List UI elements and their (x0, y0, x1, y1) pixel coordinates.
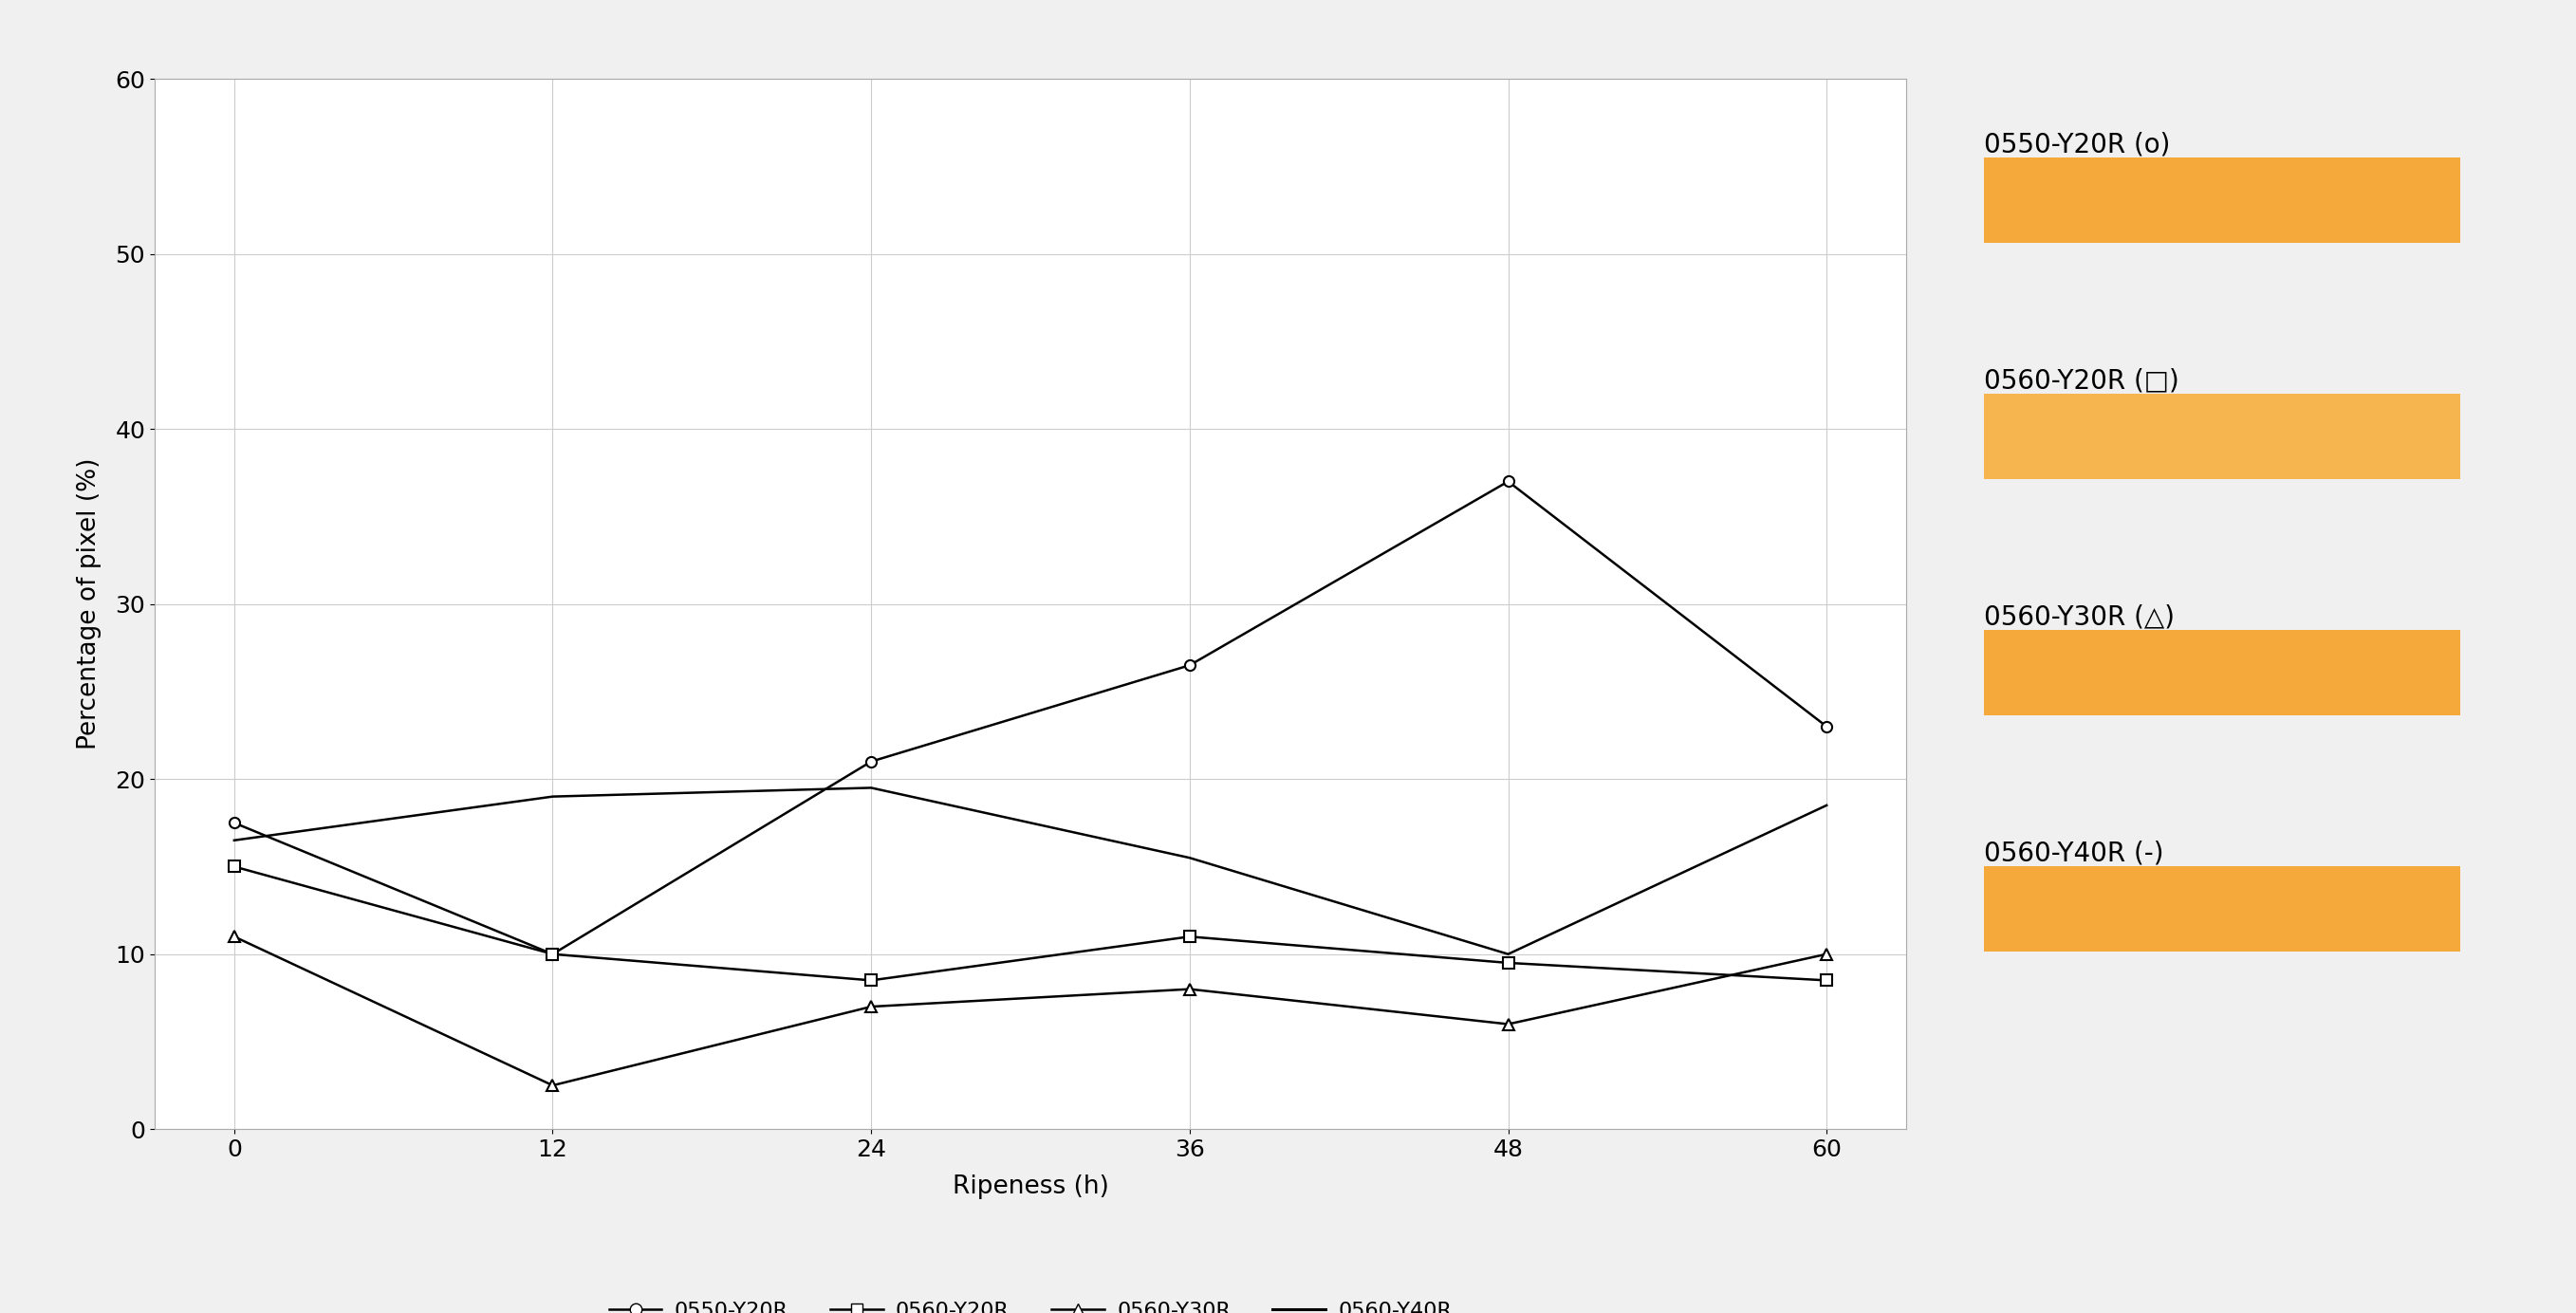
Text: 0560-Y30R (△): 0560-Y30R (△) (1984, 604, 2174, 630)
Text: 0560-Y20R (□): 0560-Y20R (□) (1984, 368, 2179, 394)
Text: 0550-Y20R (o): 0550-Y20R (o) (1984, 131, 2169, 158)
Legend: 0550-Y20R, 0560-Y20R, 0560-Y30R, 0560-Y40R: 0550-Y20R, 0560-Y20R, 0560-Y30R, 0560-Y4… (600, 1293, 1461, 1313)
Text: 0560-Y40R (-): 0560-Y40R (-) (1984, 840, 2164, 867)
Y-axis label: Percentage of pixel (%): Percentage of pixel (%) (77, 458, 103, 750)
X-axis label: Ripeness (h): Ripeness (h) (953, 1174, 1108, 1199)
